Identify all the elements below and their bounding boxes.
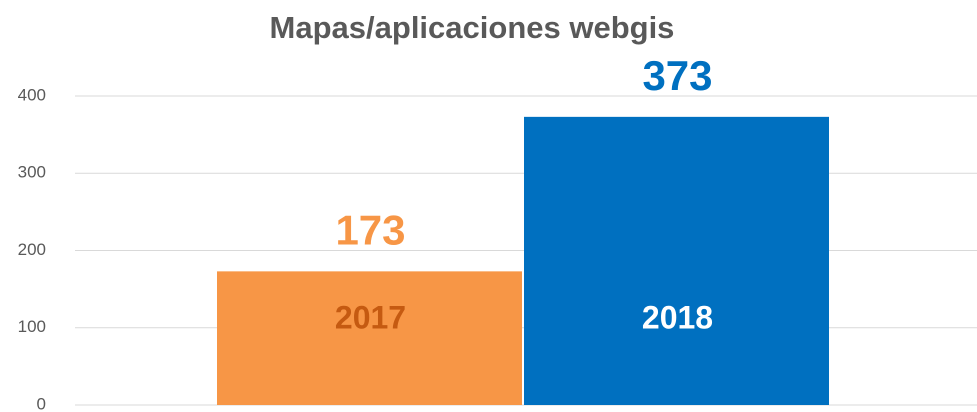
data-label: 373 bbox=[642, 52, 712, 99]
y-tick-label: 200 bbox=[18, 240, 46, 259]
y-tick-label: 0 bbox=[37, 394, 46, 412]
bar bbox=[217, 271, 522, 405]
data-label: 173 bbox=[335, 206, 405, 253]
y-tick-label: 400 bbox=[18, 85, 46, 104]
y-tick-label: 100 bbox=[18, 317, 46, 336]
bar bbox=[524, 116, 829, 406]
category-label: 2017 bbox=[335, 299, 406, 335]
chart-title: Mapas/aplicaciones webgis bbox=[270, 10, 675, 45]
y-tick-label: 300 bbox=[18, 163, 46, 182]
category-label: 2018 bbox=[642, 299, 713, 335]
